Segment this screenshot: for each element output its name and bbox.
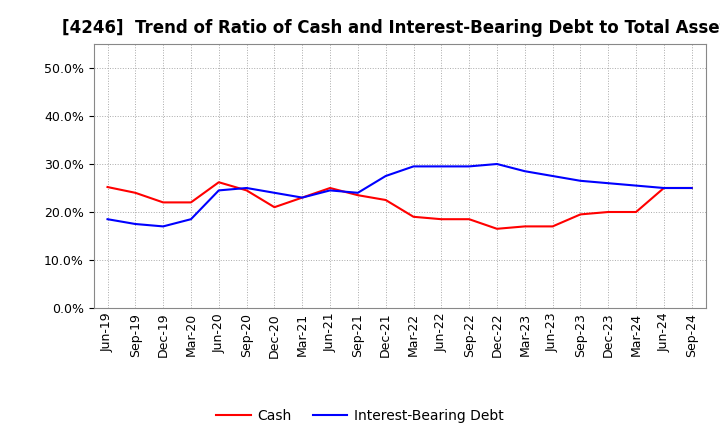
Cash — [688, 185, 696, 191]
Cash — [409, 214, 418, 220]
Interest-Bearing Debt — [382, 173, 390, 179]
Cash — [492, 226, 501, 231]
Cash — [103, 184, 112, 190]
Cash — [354, 193, 362, 198]
Cash — [660, 185, 668, 191]
Cash — [604, 209, 613, 215]
Line: Interest-Bearing Debt: Interest-Bearing Debt — [107, 164, 692, 227]
Interest-Bearing Debt — [215, 188, 223, 193]
Cash — [242, 188, 251, 193]
Interest-Bearing Debt — [521, 169, 529, 174]
Interest-Bearing Debt — [631, 183, 640, 188]
Interest-Bearing Debt — [688, 185, 696, 191]
Interest-Bearing Debt — [270, 190, 279, 195]
Legend: Cash, Interest-Bearing Debt: Cash, Interest-Bearing Debt — [210, 403, 510, 429]
Cash — [186, 200, 195, 205]
Interest-Bearing Debt — [103, 216, 112, 222]
Cash — [298, 195, 307, 200]
Interest-Bearing Debt — [437, 164, 446, 169]
Interest-Bearing Debt — [325, 188, 334, 193]
Line: Cash: Cash — [107, 182, 692, 229]
Cash — [131, 190, 140, 195]
Interest-Bearing Debt — [354, 190, 362, 195]
Cash — [576, 212, 585, 217]
Title: [4246]  Trend of Ratio of Cash and Interest-Bearing Debt to Total Assets: [4246] Trend of Ratio of Cash and Intere… — [62, 19, 720, 37]
Interest-Bearing Debt — [186, 216, 195, 222]
Cash — [465, 216, 474, 222]
Interest-Bearing Debt — [576, 178, 585, 183]
Cash — [437, 216, 446, 222]
Interest-Bearing Debt — [298, 195, 307, 200]
Interest-Bearing Debt — [465, 164, 474, 169]
Cash — [631, 209, 640, 215]
Interest-Bearing Debt — [242, 185, 251, 191]
Interest-Bearing Debt — [660, 185, 668, 191]
Cash — [325, 185, 334, 191]
Cash — [521, 224, 529, 229]
Cash — [215, 180, 223, 185]
Interest-Bearing Debt — [492, 161, 501, 167]
Cash — [549, 224, 557, 229]
Cash — [270, 205, 279, 210]
Interest-Bearing Debt — [131, 221, 140, 227]
Interest-Bearing Debt — [159, 224, 168, 229]
Cash — [159, 200, 168, 205]
Interest-Bearing Debt — [409, 164, 418, 169]
Interest-Bearing Debt — [604, 180, 613, 186]
Cash — [382, 198, 390, 203]
Interest-Bearing Debt — [549, 173, 557, 179]
